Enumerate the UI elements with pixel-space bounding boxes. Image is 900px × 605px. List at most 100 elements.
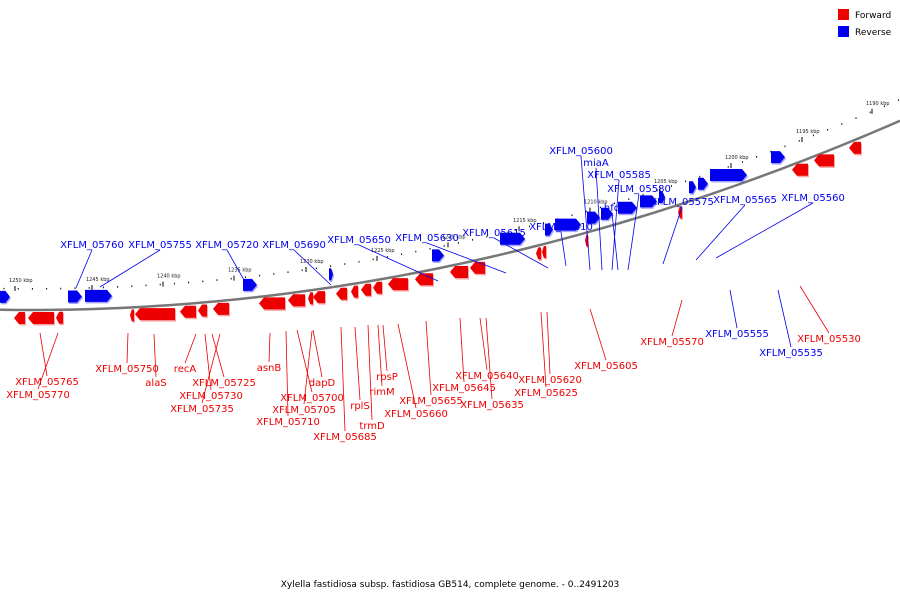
forward-gene-arrow[interactable] [849,141,861,154]
label-leader-line [99,249,161,288]
tick-label: 1240 kbp [157,274,181,280]
tick-label: 1220 kbp [442,234,466,240]
gene-label: asnB [257,363,282,374]
gene-label: dapD [309,378,336,389]
tick-label: 1190 kbp [866,101,890,107]
gene-label: XFLM_05770 [6,390,70,401]
reverse-gene-arrow[interactable] [545,223,553,236]
gene-label: miaA [583,158,609,169]
label-leader-line [153,333,157,378]
forward-gene-arrow[interactable] [198,304,207,317]
gene-label: alaS [145,378,166,389]
forward-gene-arrow[interactable] [313,291,325,304]
forward-gene-arrow[interactable] [180,305,196,318]
label-leader-line [595,167,603,271]
gene-label: rimM [369,387,394,398]
reverse-gene-arrow[interactable] [329,268,333,281]
gene-label: XFLM_05720 [195,240,259,251]
reverse-gene-arrow[interactable] [698,177,708,190]
gene-label: XFLM_05560 [781,193,845,204]
forward-gene-arrow[interactable] [536,247,541,260]
label-leader-line [296,329,313,393]
tick-label: 1195 kbp [796,129,820,135]
label-leader-line [479,317,488,371]
gene-label: XFLM_05530 [797,334,861,345]
label-leader-line [303,330,313,405]
forward-gene-arrow[interactable] [28,311,54,324]
label-leader-line [729,289,738,329]
reverse-gene-arrow[interactable] [243,278,257,291]
gene-label: rplS [350,401,370,412]
forward-gene-arrow[interactable] [213,302,229,315]
label-leader-line [211,333,225,378]
reverse-gene-arrow[interactable] [587,211,600,224]
gene-label: XFLM_05625 [514,388,578,399]
label-leader-line [611,179,620,271]
forward-gene-arrow[interactable] [373,281,382,294]
reverse-gene-arrow[interactable] [618,201,637,214]
forward-gene-arrow[interactable] [470,261,485,274]
gene-label: XFLM_05620 [518,375,582,386]
gene-features[interactable] [0,141,862,326]
reverse-gene-arrow[interactable] [659,191,665,204]
forward-gene-arrow[interactable] [56,311,63,324]
forward-gene-arrow[interactable] [14,311,25,324]
forward-gene-arrow[interactable] [450,265,468,278]
gene-label: XFLM_05730 [179,391,243,402]
tick-row: 1250 kbp 1245 kbp 1240 kbp 1235 kbp 1230 kbp… [3,99,900,291]
gene-label: hfq [604,203,620,214]
gene-label: XFLM_05655 [399,396,463,407]
reverse-gene-arrow[interactable] [432,249,444,262]
gene-label: XFLM_05735 [170,404,234,415]
gene-label: XFLM_05690 [262,240,326,251]
label-leader-line [777,289,792,348]
forward-gene-arrow[interactable] [259,297,285,310]
gene-label: XFLM_05570 [640,337,704,348]
label-leader-line [580,155,591,271]
gene-label: XFLM_05645 [432,383,496,394]
reverse-gene-arrow[interactable] [689,181,696,194]
gene-label: XFLM_05555 [705,329,769,340]
forward-gene-arrow[interactable] [351,285,358,298]
forward-gene-arrow[interactable] [388,278,408,291]
label-leader-line [184,333,197,364]
reverse-gene-arrow[interactable] [771,151,785,164]
label-leader-line [485,317,493,400]
forward-gene-arrow[interactable] [135,308,175,321]
gene-label: XFLM_05600 [549,146,613,157]
forward-gene-arrow[interactable] [130,309,134,322]
gene-labels: XFLM_05760 XFLM_05755 XFLM_05720 XFLM_05690… [6,146,861,443]
reverse-gene-arrow[interactable] [640,195,657,208]
label-leader-line [715,202,814,259]
label-leader-line [201,333,221,404]
gene-label: XFLM_05585 [587,170,651,181]
reverse-gene-arrow[interactable] [68,290,82,303]
forward-gene-arrow[interactable] [336,287,347,300]
label-leader-line [75,249,93,289]
reverse-gene-arrow[interactable] [85,289,112,302]
forward-gene-arrow[interactable] [361,283,371,296]
reverse-gene-arrow[interactable] [710,169,747,182]
label-leader-line [293,249,332,286]
gene-label: XFLM_05660 [384,409,448,420]
forward-gene-arrow[interactable] [792,163,808,176]
forward-gene-arrow[interactable] [814,154,834,167]
forward-gene-arrow[interactable] [288,294,305,307]
forward-gene-arrow[interactable] [542,245,546,258]
label-leader-line [611,212,619,271]
gene-label: XFLM_05535 [759,348,823,359]
label-leader-line [459,317,465,383]
forward-gene-arrow[interactable] [415,273,433,286]
reverse-gene-arrow[interactable] [0,290,10,303]
tick-label: 1205 kbp [654,179,678,185]
reverse-gene-arrow[interactable] [500,232,525,245]
forward-gene-arrow[interactable] [308,292,313,305]
gene-label: XFLM_05615 [462,228,526,239]
reverse-gene-arrow[interactable] [601,207,613,220]
reverse-gene-arrow[interactable] [555,218,581,231]
label-leader-line [382,324,388,372]
gene-label: XFLM_05565 [713,195,777,206]
gene-label: XFLM_05605 [574,361,638,372]
